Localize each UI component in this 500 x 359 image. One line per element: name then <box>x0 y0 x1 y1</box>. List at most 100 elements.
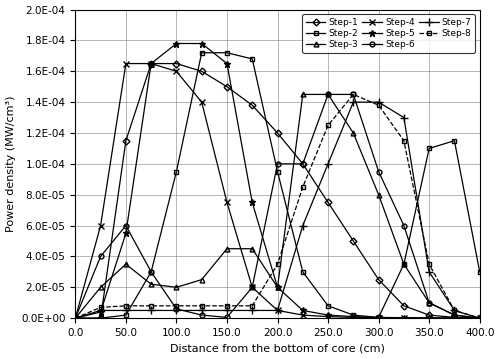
Step-3 <box>148 282 154 286</box>
Step-1 <box>300 162 306 166</box>
Step-8 <box>325 123 331 127</box>
Step-6 <box>401 223 407 228</box>
Step-1 <box>224 85 230 89</box>
Step-3 <box>401 262 407 266</box>
Legend: Step-1, Step-2, Step-3, Step-4, Step-5, Step-6, Step-7, Step-8: Step-1, Step-2, Step-3, Step-4, Step-5, … <box>302 14 475 53</box>
Step-7 <box>198 308 204 313</box>
Step-6 <box>148 270 154 274</box>
Y-axis label: Power density (MW/cm³): Power density (MW/cm³) <box>6 95 16 232</box>
Step-5 <box>350 314 356 319</box>
Step-3 <box>123 262 129 266</box>
Line: Step-1: Step-1 <box>73 61 482 321</box>
Step-8 <box>224 304 230 308</box>
Step-1 <box>274 131 280 135</box>
Step-4 <box>476 316 482 320</box>
Step-7 <box>98 308 103 313</box>
Step-7 <box>376 100 382 104</box>
Step-5 <box>174 41 180 46</box>
Step-3 <box>325 92 331 97</box>
Step-6 <box>325 92 331 97</box>
Step-7 <box>224 308 230 313</box>
Step-8 <box>148 304 154 308</box>
Step-1 <box>376 278 382 282</box>
Step-1 <box>72 316 78 320</box>
Step-8 <box>198 304 204 308</box>
Step-8 <box>123 304 129 308</box>
Step-3 <box>300 92 306 97</box>
Line: Step-8: Step-8 <box>73 92 482 320</box>
Step-2 <box>452 139 458 143</box>
Step-4 <box>174 69 180 74</box>
Step-8 <box>376 103 382 107</box>
Step-5 <box>426 316 432 320</box>
Step-2 <box>325 304 331 308</box>
Step-7 <box>274 308 280 313</box>
Step-4 <box>72 316 78 320</box>
Step-8 <box>426 262 432 266</box>
Step-5 <box>401 316 407 320</box>
Step-7 <box>123 308 129 313</box>
Step-8 <box>452 308 458 313</box>
Step-7 <box>452 308 458 313</box>
Step-1 <box>123 139 129 143</box>
Step-4 <box>426 316 432 320</box>
Step-2 <box>274 169 280 174</box>
Step-3 <box>452 313 458 317</box>
Step-3 <box>249 247 255 251</box>
Step-2 <box>426 146 432 150</box>
Step-6 <box>274 162 280 166</box>
Step-7 <box>401 115 407 120</box>
Step-2 <box>123 313 129 317</box>
Step-4 <box>249 285 255 289</box>
Step-6 <box>300 162 306 166</box>
Step-2 <box>300 270 306 274</box>
Step-6 <box>198 313 204 317</box>
Step-5 <box>198 41 204 46</box>
Step-4 <box>98 223 103 228</box>
Step-5 <box>98 310 103 314</box>
Step-5 <box>249 200 255 205</box>
Step-6 <box>224 315 230 320</box>
Step-5 <box>274 285 280 289</box>
Step-6 <box>376 169 382 174</box>
Step-8 <box>401 139 407 143</box>
Step-3 <box>426 300 432 305</box>
Step-8 <box>476 316 482 320</box>
Step-6 <box>476 316 482 320</box>
Step-6 <box>249 285 255 289</box>
Step-6 <box>98 254 103 258</box>
Step-5 <box>376 315 382 320</box>
Step-4 <box>148 61 154 66</box>
Step-2 <box>72 316 78 320</box>
Step-3 <box>198 278 204 282</box>
Step-6 <box>350 92 356 97</box>
Step-7 <box>350 100 356 104</box>
X-axis label: Distance from the bottom of core (cm): Distance from the bottom of core (cm) <box>170 344 385 354</box>
Step-1 <box>426 313 432 317</box>
Step-1 <box>249 103 255 107</box>
Step-2 <box>98 316 103 320</box>
Step-6 <box>72 316 78 320</box>
Step-3 <box>274 285 280 289</box>
Step-4 <box>325 314 331 319</box>
Step-2 <box>174 169 180 174</box>
Step-7 <box>476 316 482 320</box>
Step-5 <box>224 61 230 66</box>
Step-7 <box>148 308 154 313</box>
Step-8 <box>249 304 255 308</box>
Step-1 <box>174 61 180 66</box>
Step-5 <box>325 313 331 317</box>
Step-6 <box>123 223 129 228</box>
Step-4 <box>376 316 382 320</box>
Step-4 <box>123 61 129 66</box>
Step-5 <box>476 316 482 320</box>
Step-3 <box>376 192 382 197</box>
Step-7 <box>300 223 306 228</box>
Step-1 <box>98 316 103 320</box>
Step-1 <box>198 69 204 74</box>
Line: Step-6: Step-6 <box>73 92 482 321</box>
Step-7 <box>325 162 331 166</box>
Step-3 <box>174 285 180 289</box>
Step-4 <box>224 200 230 205</box>
Step-5 <box>452 316 458 320</box>
